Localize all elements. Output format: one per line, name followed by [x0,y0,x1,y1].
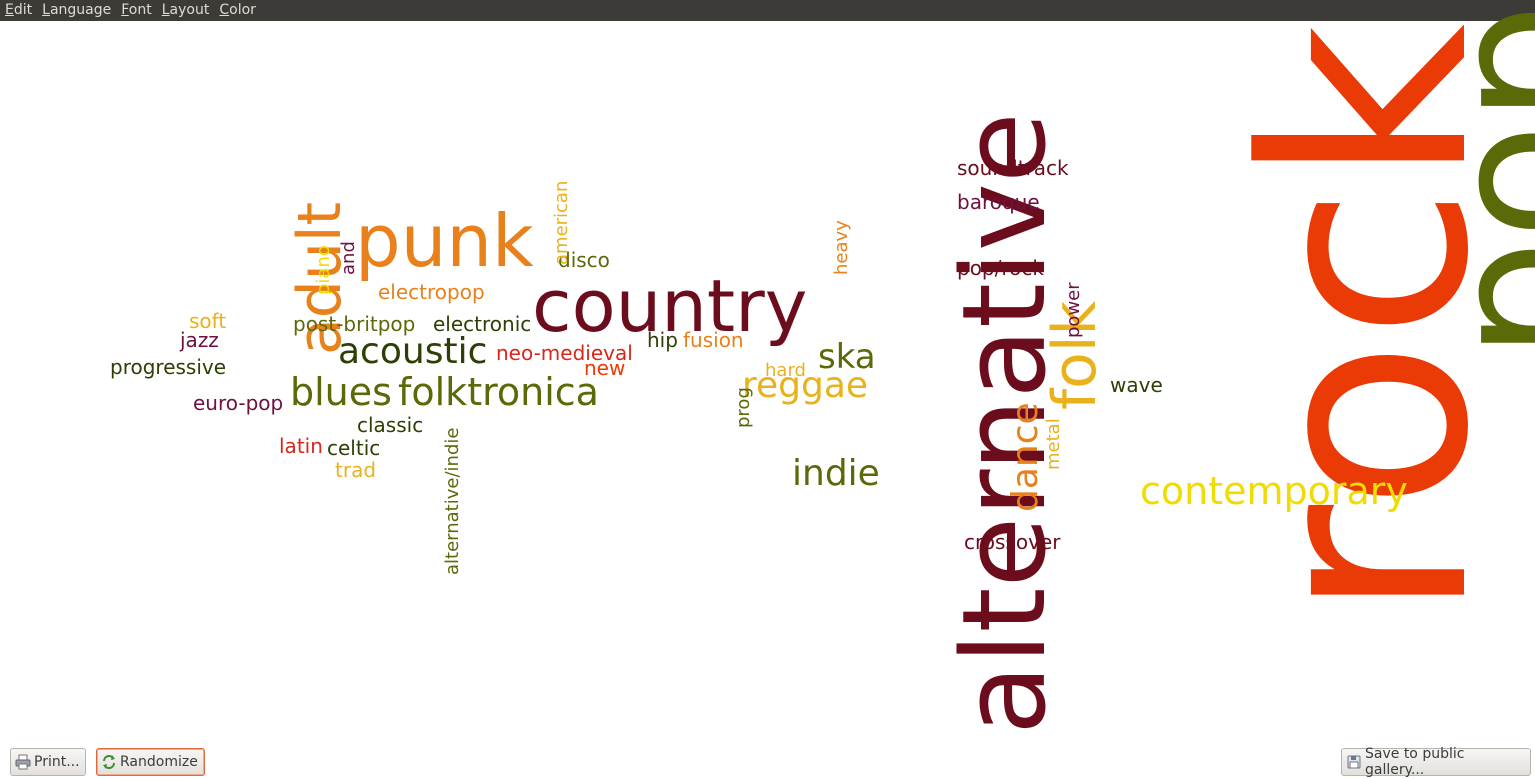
cloud-word-alternative-indie: alternative/indie [442,427,463,575]
print-button-label: Print... [34,754,80,770]
refresh-icon [101,754,117,770]
cloud-word-reggae: reggae [742,365,869,406]
cloud-word-soundtrack: soundtrack [957,156,1069,180]
menu-layout[interactable]: Layout [161,2,210,18]
cloud-word-new: new [584,356,626,380]
cloud-word-indie: indie [792,453,880,494]
print-button[interactable]: Print... [10,748,86,776]
menu-font[interactable]: Font [121,2,152,18]
cloud-word-heavy: heavy [831,220,852,275]
cloud-word-country: country [532,264,808,348]
cloud-word-classic: classic [357,413,424,437]
cloud-word-neo-medieval: neo-medieval [496,341,633,365]
cloud-word-jazz: jazz [180,328,219,352]
cloud-word-ska: ska [818,337,876,377]
cloud-word-pop-rock: pop/rock [957,256,1044,280]
cloud-word-baroque: baroque [957,190,1040,214]
cloud-word-metal: metal [1043,418,1064,470]
cloud-word-punk: punk [355,199,534,283]
cloud-word-trad: trad [335,458,377,482]
save-icon [1346,754,1362,770]
cloud-word-celtic: celtic [327,436,381,460]
cloud-word-latin: latin [279,434,323,458]
cloud-word-pop: pop [1409,2,1535,360]
printer-icon [15,754,31,770]
cloud-word-disco: disco [558,248,610,272]
menu-bar: Edit Language Font Layout Color [0,0,1535,21]
cloud-word-hard: hard [765,360,806,381]
cloud-word-progressive: progressive [110,355,227,379]
cloud-word-blues: blues [290,370,392,414]
cloud-word-folktronica: folktronica [398,370,599,414]
menu-color[interactable]: Color [219,2,256,18]
cloud-word-power: power [1063,282,1084,338]
save-to-gallery-button[interactable]: Save to public gallery... [1341,746,1531,778]
cloud-word-fusion: fusion [683,328,744,352]
menu-language[interactable]: Language [42,2,112,18]
randomize-button-label: Randomize [120,754,198,770]
cloud-word-wave: wave [1110,373,1163,397]
cloud-word-crossover: crossover [964,530,1061,554]
cloud-word-electropop: electropop [378,280,485,304]
menu-edit[interactable]: Edit [5,2,33,18]
cloud-word-post-britpop: post-britpop [293,312,416,336]
save-button-label: Save to public gallery... [1365,746,1465,778]
cloud-word-hip: hip [647,328,678,352]
cloud-word-soft: soft [189,309,227,333]
cloud-word-american: american [551,180,572,265]
cloud-word-acoustic: acoustic [338,331,488,372]
cloud-word-contemporary: contemporary [1140,469,1408,513]
cloud-word-dance: dance [1005,402,1046,512]
cloud-word-euro-pop: euro-pop [193,391,284,415]
cloud-word-prog: prog [733,387,754,428]
word-cloud: rock pop alternative country punk adult folk co… [0,3,1535,741]
cloud-word-piano: piano [313,245,334,295]
cloud-word-and: and [338,241,359,275]
cloud-word-electronic: electronic [433,312,532,336]
randomize-button[interactable]: Randomize [96,748,205,776]
